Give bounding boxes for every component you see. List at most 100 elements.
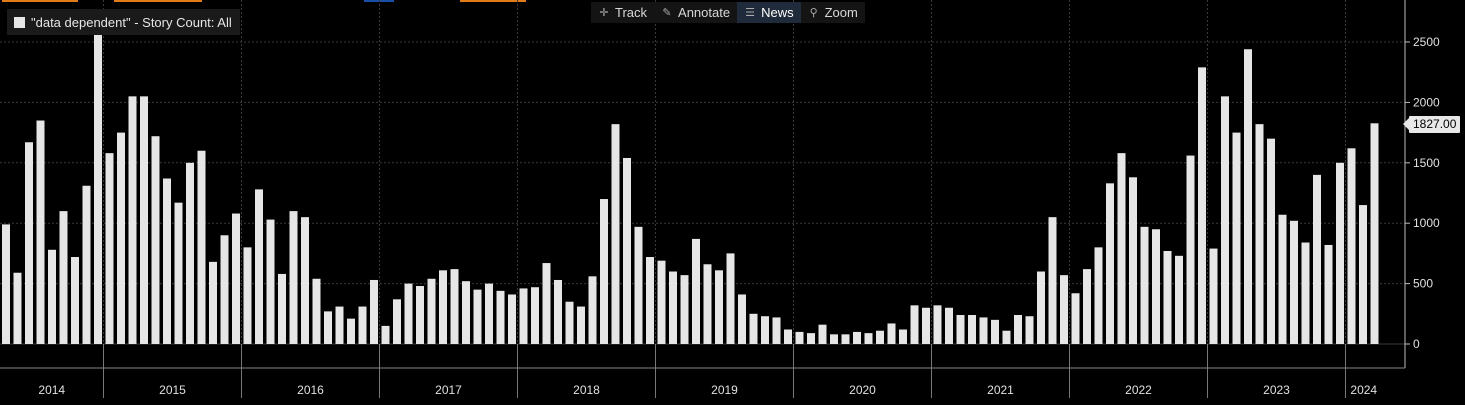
- bar[interactable]: [1048, 217, 1057, 344]
- bar[interactable]: [588, 276, 597, 344]
- bar[interactable]: [370, 279, 378, 344]
- bar[interactable]: [393, 299, 401, 344]
- bar[interactable]: [473, 289, 482, 344]
- bar[interactable]: [600, 199, 608, 344]
- bar[interactable]: [979, 317, 988, 344]
- bar[interactable]: [761, 316, 769, 344]
- bar[interactable]: [749, 313, 758, 344]
- bar[interactable]: [1083, 269, 1091, 344]
- bar[interactable]: [1313, 174, 1321, 344]
- bar[interactable]: [347, 318, 355, 344]
- bar[interactable]: [531, 287, 539, 344]
- bar[interactable]: [669, 271, 677, 344]
- bar[interactable]: [1186, 155, 1195, 344]
- track-button[interactable]: ✛ Track: [591, 2, 654, 23]
- bar[interactable]: [991, 319, 999, 344]
- bar[interactable]: [542, 263, 551, 344]
- bar[interactable]: [933, 305, 942, 344]
- bar[interactable]: [899, 329, 907, 344]
- bar[interactable]: [128, 96, 137, 344]
- bar[interactable]: [278, 273, 286, 344]
- bar[interactable]: [36, 120, 45, 345]
- bar[interactable]: [692, 238, 700, 344]
- annotate-button[interactable]: ✎ Annotate: [654, 2, 737, 23]
- bar[interactable]: [1278, 214, 1287, 344]
- bar[interactable]: [830, 334, 838, 344]
- bar[interactable]: [140, 96, 148, 344]
- bar[interactable]: [611, 124, 620, 344]
- bar[interactable]: [1221, 96, 1229, 344]
- zoom-button[interactable]: ⚲ Zoom: [801, 2, 865, 23]
- bar[interactable]: [427, 278, 436, 344]
- top-tab-orange-1[interactable]: [2, 0, 78, 2]
- bar[interactable]: [565, 301, 574, 344]
- bar[interactable]: [266, 219, 275, 344]
- bar[interactable]: [82, 185, 91, 344]
- bar[interactable]: [1175, 255, 1183, 344]
- bar[interactable]: [243, 247, 252, 344]
- bar[interactable]: [312, 278, 321, 344]
- bar[interactable]: [945, 307, 953, 344]
- bar[interactable]: [462, 281, 470, 344]
- bar[interactable]: [404, 283, 413, 344]
- bar[interactable]: [71, 257, 79, 344]
- bar[interactable]: [1370, 123, 1379, 344]
- bar[interactable]: [174, 202, 183, 344]
- bar[interactable]: [634, 226, 643, 344]
- bar[interactable]: [209, 261, 217, 344]
- bar[interactable]: [1094, 247, 1103, 344]
- bar[interactable]: [163, 178, 171, 344]
- bar[interactable]: [968, 315, 976, 344]
- bar[interactable]: [1152, 229, 1160, 344]
- bar[interactable]: [922, 307, 930, 344]
- bar[interactable]: [703, 264, 712, 344]
- bar[interactable]: [1301, 242, 1310, 344]
- bar[interactable]: [255, 189, 263, 344]
- bar[interactable]: [1359, 205, 1367, 344]
- bar[interactable]: [450, 269, 459, 344]
- top-tab-orange-3[interactable]: [460, 0, 526, 2]
- bar[interactable]: [807, 333, 815, 344]
- bar[interactable]: [715, 270, 723, 344]
- bar[interactable]: [48, 249, 56, 344]
- bar[interactable]: [59, 211, 68, 344]
- bar[interactable]: [1060, 275, 1068, 344]
- bar[interactable]: [784, 329, 792, 344]
- bar[interactable]: [577, 306, 585, 344]
- legend[interactable]: "data dependent" - Story Count: All: [7, 9, 240, 35]
- bar[interactable]: [25, 142, 33, 344]
- bar[interactable]: [117, 132, 125, 344]
- bar[interactable]: [1163, 250, 1172, 344]
- bar[interactable]: [2, 224, 10, 344]
- bar[interactable]: [335, 306, 344, 344]
- bar[interactable]: [1025, 316, 1034, 344]
- bar[interactable]: [519, 288, 528, 344]
- bar[interactable]: [956, 315, 965, 344]
- bar[interactable]: [853, 331, 861, 344]
- bar[interactable]: [301, 217, 309, 344]
- bar[interactable]: [197, 150, 206, 344]
- bar[interactable]: [151, 136, 160, 344]
- bar[interactable]: [554, 279, 562, 344]
- bar[interactable]: [1002, 330, 1011, 344]
- bar[interactable]: [910, 305, 919, 344]
- bar[interactable]: [94, 31, 102, 345]
- bar[interactable]: [1267, 138, 1275, 344]
- bar[interactable]: [1129, 177, 1137, 344]
- bar[interactable]: [220, 235, 229, 344]
- bar[interactable]: [1244, 49, 1252, 345]
- bar[interactable]: [1106, 183, 1114, 344]
- bar[interactable]: [818, 324, 827, 344]
- bar[interactable]: [1290, 220, 1298, 344]
- bar[interactable]: [738, 294, 746, 344]
- bar[interactable]: [1324, 244, 1333, 344]
- bar[interactable]: [496, 290, 505, 344]
- bar[interactable]: [1209, 248, 1218, 344]
- bar[interactable]: [439, 270, 447, 344]
- bar[interactable]: [381, 325, 390, 344]
- bar[interactable]: [864, 333, 873, 344]
- bar[interactable]: [726, 253, 735, 344]
- bar[interactable]: [680, 275, 689, 344]
- bar[interactable]: [1037, 271, 1045, 344]
- bar[interactable]: [232, 213, 240, 344]
